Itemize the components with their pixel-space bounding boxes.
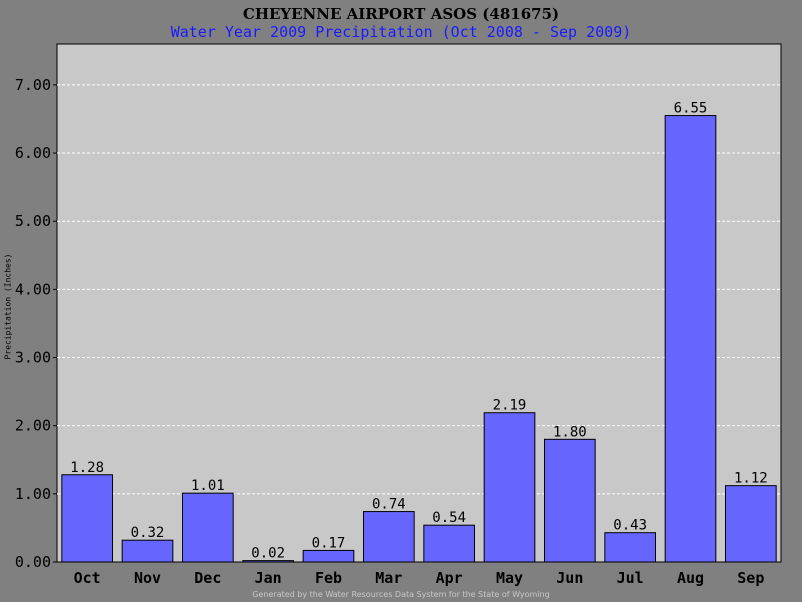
bar-value-label: 6.55 [674,101,708,117]
bar [61,474,114,563]
bar [664,115,717,563]
bar [302,549,355,563]
plot-area [56,43,782,563]
x-tick-label: Jul [617,569,644,587]
bar-value-label: 0.02 [251,546,285,562]
bar [604,532,657,563]
x-tick-label: Aug [677,569,704,587]
bar [362,511,415,563]
y-tick-label: 6.00 [15,144,51,162]
bar-value-label: 1.12 [734,471,768,487]
x-tick-label: Dec [194,569,221,587]
bar [181,492,234,563]
bar-value-label: 1.01 [191,478,225,494]
x-tick-label: Mar [375,569,402,587]
y-tick-label: 7.00 [15,76,51,94]
x-tick-label: Nov [134,569,161,587]
x-tick-label: Oct [74,569,101,587]
bar-value-label: 0.32 [131,525,165,541]
bar [121,539,174,563]
x-tick-label: Feb [315,569,342,587]
y-tick-label: 2.00 [15,417,51,435]
x-tick-label: Jun [556,569,583,587]
bar-value-label: 0.43 [613,518,647,534]
x-tick-label: Apr [436,569,463,587]
y-tick-label: 4.00 [15,280,51,298]
chart-title: CHEYENNE AIRPORT ASOS (481675) [242,5,560,23]
bar [543,438,596,563]
y-tick-label: 5.00 [15,212,51,230]
bar-value-label: 1.28 [70,460,104,476]
x-tick-label: Sep [737,569,764,587]
bar [242,560,295,563]
bar-value-label: 2.19 [493,398,527,414]
y-tick-label: 0.00 [15,553,51,571]
chart-subtitle: Water Year 2009 Precipitation (Oct 2008 … [170,23,632,41]
bar-value-label: 0.74 [372,497,406,513]
bar [483,412,536,563]
bar-value-label: 0.54 [432,510,466,526]
x-tick-label: Jan [255,569,282,587]
footer-credit: Generated by the Water Resources Data Sy… [252,590,550,599]
bar [423,524,476,563]
y-tick-label: 1.00 [15,485,51,503]
x-tick-label: May [496,569,523,587]
bar [724,485,777,563]
bar-value-label: 1.80 [553,424,587,440]
y-tick-label: 3.00 [15,349,51,367]
bar-value-label: 0.17 [312,535,346,551]
